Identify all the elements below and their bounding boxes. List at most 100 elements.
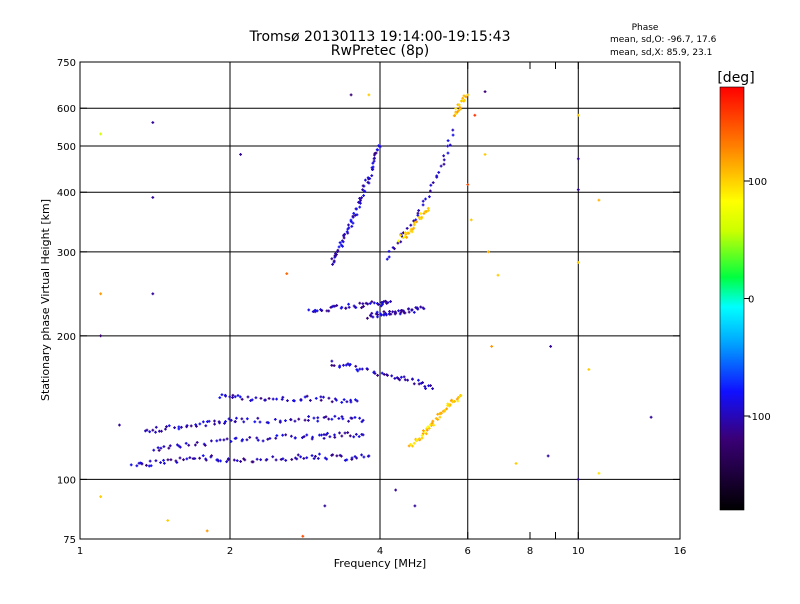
data-point xyxy=(233,395,237,399)
data-point xyxy=(393,311,397,315)
data-point xyxy=(229,418,233,422)
data-point xyxy=(245,438,249,442)
data-point xyxy=(373,372,377,375)
data-point xyxy=(403,311,407,315)
data-point xyxy=(426,206,430,210)
data-point xyxy=(438,415,442,419)
data-point xyxy=(335,304,339,307)
chart-subtitle: RwPretec (8p) xyxy=(331,43,429,59)
data-point xyxy=(324,415,328,419)
data-point xyxy=(99,334,103,338)
data-point xyxy=(408,443,412,446)
data-point xyxy=(218,438,222,442)
data-point xyxy=(372,159,376,163)
x-tick-label: 8 xyxy=(527,546,533,557)
data-point xyxy=(149,464,153,468)
data-point xyxy=(347,419,350,423)
y-tick-label: 750 xyxy=(57,58,76,69)
data-point xyxy=(349,400,353,404)
data-point xyxy=(446,151,450,155)
data-point xyxy=(424,210,428,213)
data-point xyxy=(419,212,423,215)
data-point xyxy=(576,157,580,161)
data-point xyxy=(399,310,403,314)
data-point xyxy=(451,128,455,132)
data-point xyxy=(280,397,284,401)
data-point xyxy=(324,433,328,437)
data-point xyxy=(241,438,244,442)
data-point xyxy=(375,310,379,314)
data-point xyxy=(438,412,442,416)
data-point xyxy=(442,162,446,166)
data-point xyxy=(358,196,361,200)
data-point xyxy=(546,454,550,458)
data-point xyxy=(421,199,425,203)
data-point xyxy=(422,307,426,311)
data-point xyxy=(387,255,391,259)
data-point xyxy=(167,424,171,428)
data-point xyxy=(409,223,413,227)
data-point xyxy=(330,305,334,309)
data-point xyxy=(354,432,358,436)
data-point xyxy=(312,457,316,460)
data-point xyxy=(135,464,139,468)
data-point xyxy=(239,460,242,463)
data-point xyxy=(412,219,415,223)
data-point xyxy=(394,488,398,492)
data-point xyxy=(421,381,424,385)
data-point xyxy=(240,397,244,401)
data-point xyxy=(379,304,383,308)
data-point xyxy=(148,459,152,463)
data-point xyxy=(331,453,335,457)
data-point xyxy=(412,310,416,314)
data-point xyxy=(341,240,345,244)
data-point xyxy=(246,395,250,399)
data-point xyxy=(297,417,301,421)
data-point xyxy=(220,393,224,397)
data-point xyxy=(300,436,304,440)
data-point xyxy=(162,458,165,462)
data-point xyxy=(420,436,424,440)
data-point xyxy=(450,398,454,402)
data-point xyxy=(344,306,348,310)
data-point xyxy=(238,395,242,399)
data-point xyxy=(320,433,323,437)
data-point xyxy=(233,420,237,423)
data-point xyxy=(330,257,334,261)
data-point xyxy=(152,448,156,452)
data-point xyxy=(159,446,163,450)
data-point xyxy=(235,459,239,463)
data-point xyxy=(204,424,208,428)
data-point xyxy=(281,457,285,461)
data-point xyxy=(166,519,170,522)
data-point xyxy=(316,419,320,423)
data-point xyxy=(203,443,207,447)
data-point xyxy=(486,250,490,254)
data-point xyxy=(232,458,236,462)
data-point xyxy=(164,427,167,431)
data-point xyxy=(305,394,309,398)
data-point xyxy=(201,454,205,458)
data-point xyxy=(387,249,391,253)
data-point xyxy=(219,459,222,463)
data-point xyxy=(188,456,192,460)
data-point xyxy=(274,458,278,462)
data-point xyxy=(429,183,433,187)
phase-stats-heading: Phase xyxy=(632,23,659,33)
data-point xyxy=(331,263,334,266)
data-point xyxy=(358,301,362,305)
data-point xyxy=(402,375,406,379)
y-axis-label: Stationary phase Virtual Height [km] xyxy=(39,199,52,401)
data-point xyxy=(416,211,420,215)
data-point xyxy=(307,419,310,422)
data-point xyxy=(431,387,434,391)
data-point xyxy=(413,504,417,508)
data-point xyxy=(148,430,152,434)
data-point xyxy=(281,433,285,437)
data-point xyxy=(333,435,337,439)
data-point xyxy=(359,198,363,202)
data-point xyxy=(400,309,404,312)
data-point xyxy=(350,225,354,228)
data-point xyxy=(389,300,392,303)
phase-stats-x: mean, sd,X: 85.9, 23.1 xyxy=(610,48,712,58)
